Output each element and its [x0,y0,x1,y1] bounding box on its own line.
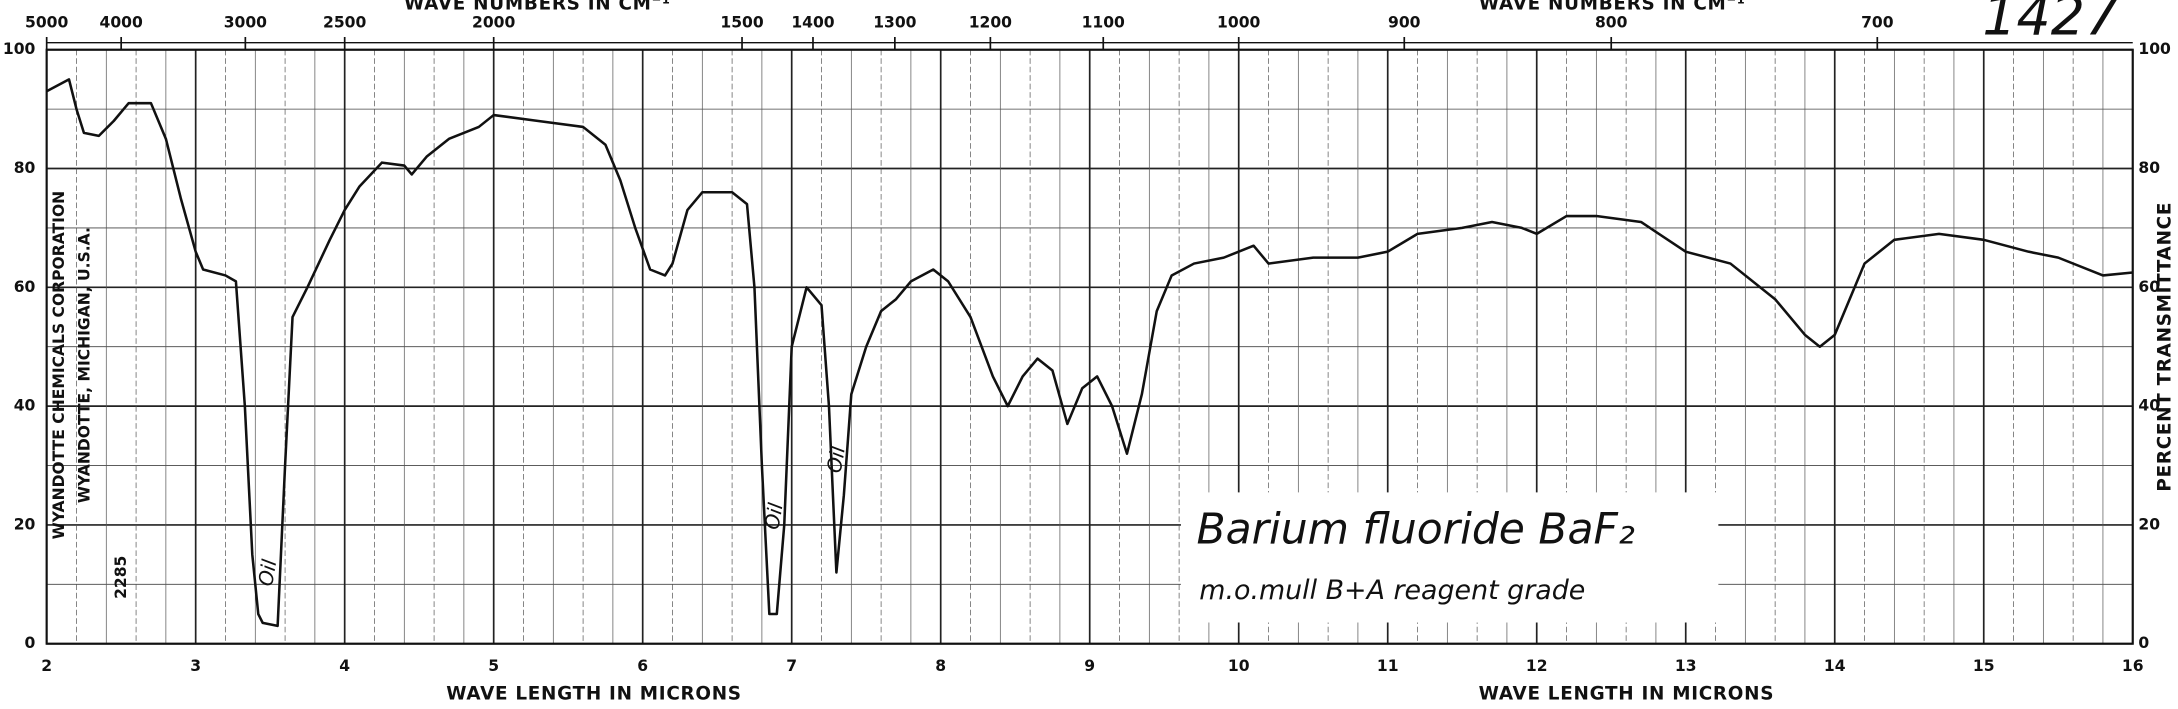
x2-tick-label: 700 [1861,13,1894,31]
annotation: WYANDOTTE, MICHIGAN, U.S.A. [75,227,93,503]
x-tick-label: 3 [190,657,201,675]
top-axis-label: WAVE NUMBERS IN CM⁻¹ [1479,0,1746,14]
y-tick-label-right: 100 [2138,40,2171,58]
y-tick-label: 80 [14,159,36,177]
x-axis-label: WAVE LENGTH IN MICRONS [1479,684,1774,705]
x2-tick-label: 4000 [100,13,143,31]
annotation: Oil [760,501,787,532]
y-tick-label: 20 [14,515,36,533]
y-tick-label-right: 40 [2138,397,2160,415]
annotation: 2285 [112,556,130,599]
x-tick-label: 12 [1526,657,1548,675]
y-tick-label: 0 [25,634,36,652]
x2-tick-label: 5000 [25,13,68,31]
x2-tick-label: 1200 [969,13,1012,31]
x2-tick-label: 2000 [472,13,515,31]
x2-tick-label: 2500 [323,13,366,31]
x-tick-label: 16 [2122,657,2144,675]
x-tick-label: 2 [41,657,52,675]
x-tick-label: 7 [786,657,797,675]
x2-tick-label: 1100 [1082,13,1125,31]
annotation: Oil [254,557,281,588]
x-axis-label: WAVE LENGTH IN MICRONS [446,684,741,705]
top-axis-label: WAVE NUMBERS IN CM⁻¹ [404,0,671,14]
x-tick-label: 9 [1084,657,1095,675]
annotation: m.o.mull B+A reagent grade [1199,575,1585,606]
marks [46,78,2133,628]
x-tick-label: 15 [1973,657,1995,675]
y-tick-label-right: 0 [2138,634,2149,652]
annotation: Barium fluoride BaF₂ [1196,505,1634,554]
x2-tick-label: 1000 [1217,13,1260,31]
y-tick-label-right: 20 [2138,515,2160,533]
x2-tick-label: 800 [1595,13,1628,31]
x2-tick-label: 1300 [873,13,916,31]
annotation: 1427 [1982,0,2119,48]
x-tick-label: 4 [339,657,350,675]
x2-tick-label: 1500 [720,13,763,31]
y-tick-label-right: 60 [2138,278,2160,296]
x-tick-label: 14 [1824,657,1846,675]
annotation: WYANDOTTE CHEMICALS CORPORATION [50,191,68,540]
y-tick-label: 60 [14,278,36,296]
spectrum-line [46,78,2133,628]
x-tick-label: 13 [1675,657,1697,675]
plot-frame [45,48,2134,645]
x-tick-label: 5 [488,657,499,675]
y-tick-label: 100 [3,40,36,58]
x-tick-label: 10 [1228,657,1250,675]
x-tick-label: 8 [935,657,946,675]
annotation: Oil [823,444,850,475]
x2-tick-label: 3000 [224,13,267,31]
x2-tick-label: 900 [1388,13,1421,31]
x2-tick-label: 1400 [791,13,834,31]
y-tick-label-right: 80 [2138,159,2160,177]
x-tick-label: 6 [637,657,648,675]
x-tick-label: 11 [1377,657,1399,675]
y-axis-label: PERCENT TRANSMITTANCE [2154,202,2175,492]
y-tick-label: 40 [14,397,36,415]
note-box [1180,492,1719,623]
